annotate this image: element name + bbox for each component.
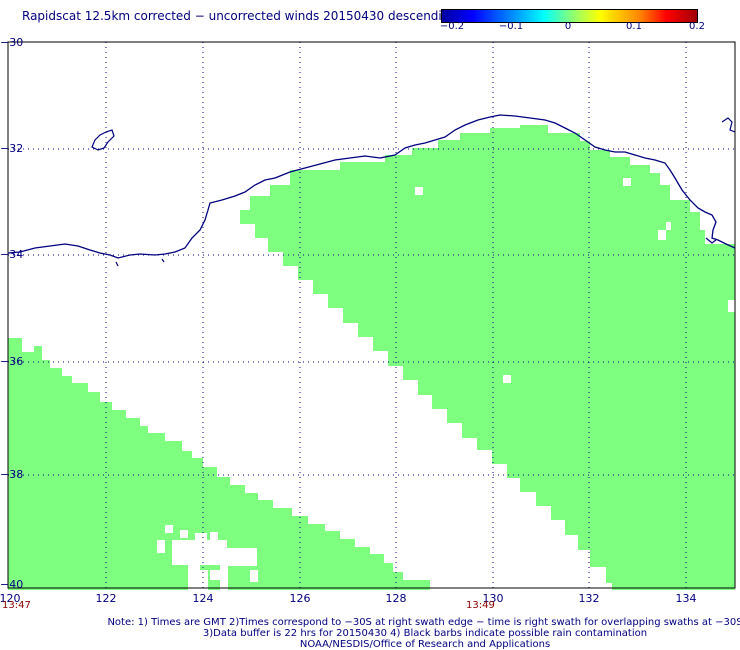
swath-time-label: 13:49 (466, 600, 495, 611)
lon-tick-label: 130 (482, 592, 504, 605)
colorbar-label: −0.1 (498, 21, 524, 32)
lat-tick-label: −34 (0, 248, 24, 261)
coastline (7, 114, 736, 259)
swath-east (240, 125, 735, 590)
swath-gaps (157, 178, 735, 590)
lon-tick-label: 124 (192, 592, 214, 605)
map-title: Rapidscat 12.5km corrected − uncorrected… (22, 9, 457, 23)
colorbar-label: 0 (564, 21, 572, 32)
coast-fragment (721, 117, 736, 133)
lon-tick-label: 128 (385, 592, 407, 605)
coast-fragment (115, 258, 165, 267)
swath-time-label: 13:47 (2, 600, 31, 611)
lat-tick-label: −38 (0, 468, 24, 481)
map-frame (7, 41, 736, 589)
lat-tick-label: −36 (0, 355, 24, 368)
lon-tick-label: 132 (578, 592, 600, 605)
lat-tick-label: −32 (0, 142, 24, 155)
lat-tick-label: −30 (0, 36, 24, 49)
lon-tick-label: 134 (675, 592, 697, 605)
lon-tick-label: 120 (0, 592, 21, 605)
swath-west (8, 338, 430, 590)
coast-fragment (705, 237, 717, 244)
footnote-credit: NOAA/NESDIS/Office of Research and Appli… (299, 639, 551, 650)
island (91, 129, 115, 151)
footnote-line: Note: 1) Times are GMT 2)Times correspon… (107, 617, 740, 628)
colorbar-label: 0.1 (626, 21, 642, 32)
lon-tick-label: 122 (95, 592, 117, 605)
footnote-line: 3)Data buffer is 22 hrs for 20150430 4) … (202, 628, 648, 639)
lat-tick-label: −40 (0, 578, 24, 591)
colorbar-label: 0.2 (689, 21, 705, 32)
graticule (8, 42, 735, 588)
lon-tick-label: 126 (289, 592, 311, 605)
colorbar-label: −0.2 (439, 21, 465, 32)
color-scale-bar (441, 9, 698, 23)
